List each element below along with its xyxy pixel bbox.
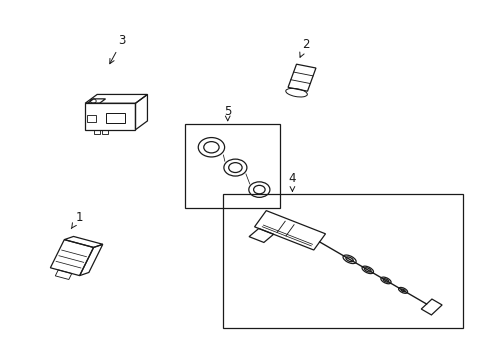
Bar [223, 194, 462, 328]
Text: 5: 5 [224, 105, 231, 121]
Bar [87, 116, 96, 122]
Text: 4: 4 [288, 172, 296, 191]
Text: 1: 1 [71, 211, 83, 229]
Bar [184, 123, 280, 208]
Bar [102, 130, 108, 134]
Text: 3: 3 [109, 34, 126, 64]
Text: 2: 2 [299, 38, 309, 57]
Bar [105, 113, 124, 123]
Bar [94, 130, 100, 134]
